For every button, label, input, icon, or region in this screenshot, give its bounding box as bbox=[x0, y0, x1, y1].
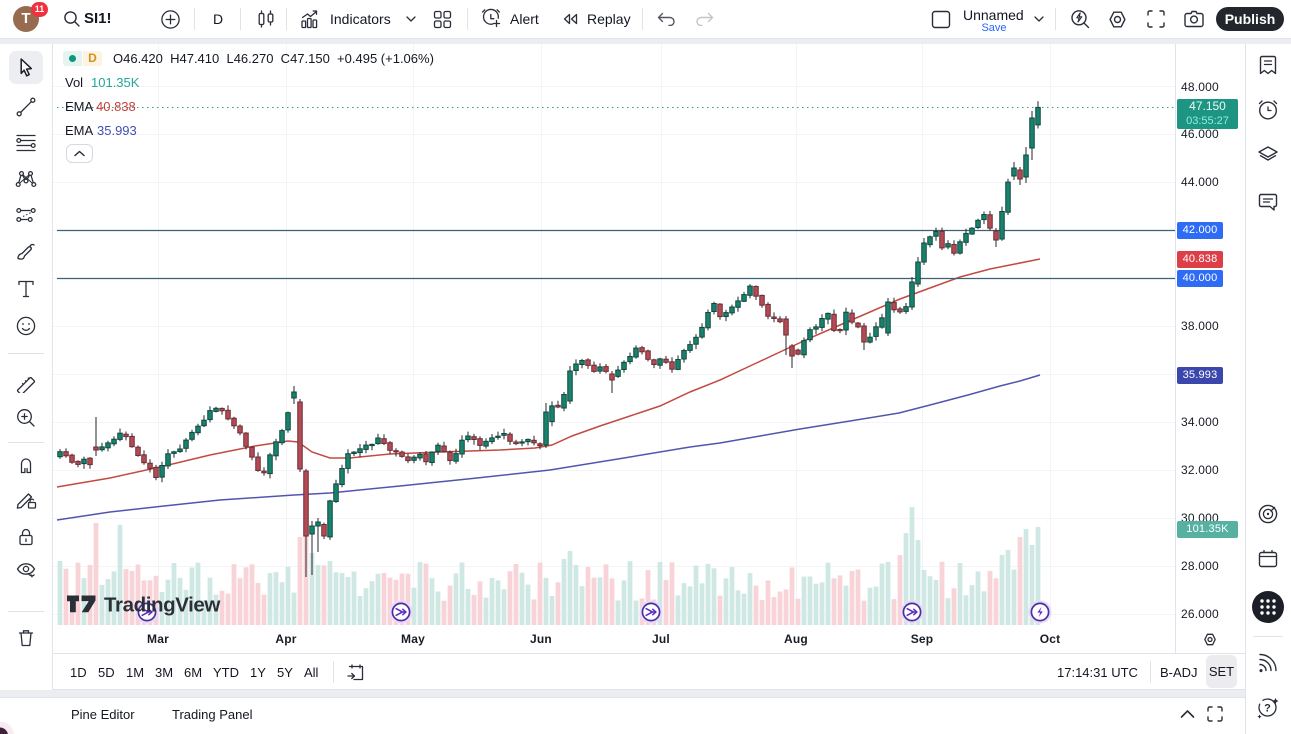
svg-text:TradingView: TradingView bbox=[104, 594, 220, 617]
svg-text:?: ? bbox=[1264, 703, 1271, 715]
